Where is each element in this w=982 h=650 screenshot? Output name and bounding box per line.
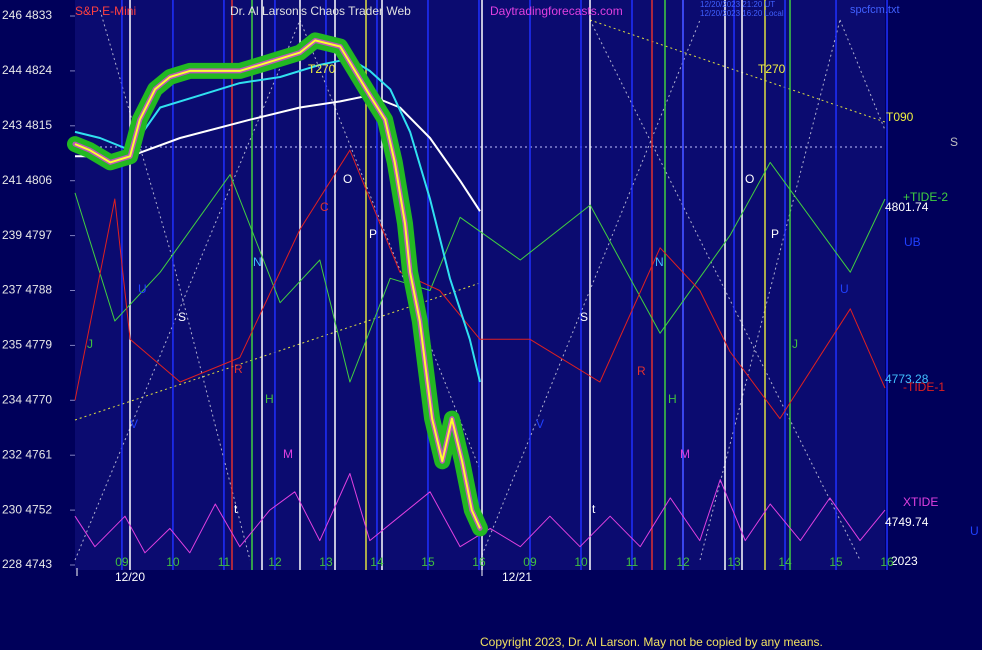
y-tick-label: 239 4797 [2,228,52,242]
annotation: J [87,337,93,351]
x-tick-label: 09 [115,555,129,569]
annotation: C [320,200,329,214]
annotation: U [970,524,979,538]
annotation: S [178,310,186,324]
annotation: T270 [308,62,336,76]
x-tick-label: 11 [626,555,639,569]
x-tick-label: 13 [727,555,741,569]
guide [99,9,251,561]
x-tick-label: 12 [268,555,282,569]
annotation: P [369,227,377,241]
x-tick-label: 13 [319,555,333,569]
annotation: t [592,502,596,516]
annotation: P [771,227,779,241]
annotation: U [138,282,147,296]
series-line [75,94,481,212]
x-tick-label: 16 [880,555,894,569]
plot-area [75,0,885,570]
annotation: t [234,502,238,516]
x-tick-label: 16 [472,555,486,569]
marks [67,0,888,570]
x-tick-label: 15 [421,555,435,569]
guide [299,19,481,471]
annotation: R [234,362,243,376]
site: Daytradingforecasts.com [490,4,623,18]
annotation: N [253,255,262,269]
annotation: N [655,255,664,269]
x-tick-label: 14 [778,555,792,569]
y-tick-label: 237 4788 [2,283,52,297]
series-line [74,39,481,529]
legend-entry: XTIDE [903,495,938,509]
file-name: spcfcm.txt [850,4,900,16]
legend-entry: -TIDE-1 [903,380,945,394]
y-tick-label: 235 4779 [2,338,52,352]
series-line [74,473,886,554]
x-tick-label: 11 [218,555,231,569]
annotation: S [950,135,958,149]
series-line [74,149,886,420]
annotation: V [536,417,544,431]
symbol: S&P E-Mini [75,4,136,18]
annotation: O [745,172,754,186]
x-tick-label: 10 [166,555,180,569]
annotation: R [637,364,646,378]
end-value: 4801.74 [885,200,929,214]
y-tick-label: 234 4770 [2,392,52,406]
x-tick-label: 15 [829,555,843,569]
date-label: 12/21 [502,570,532,584]
x-tick-label: 12 [676,555,690,569]
end-value: 4749.74 [885,515,929,529]
annotation: M [283,447,293,461]
y-tick-label: 246 4833 [2,8,52,22]
annotation: J [792,337,798,351]
annotation: O [343,172,352,186]
y-tick-label: 243 4815 [2,118,52,132]
copyright: Copyright 2023, Dr. Al Larson. May not b… [480,635,823,649]
timestamp: 12/20/2023 16:20 Local [700,9,784,18]
y-tick-label: 228 4743 [2,557,52,571]
x-tick-label: 09 [523,555,537,569]
annotation: H [265,392,274,406]
end-value: 4773.28 [885,372,929,386]
annotation: M [680,447,690,461]
timestamp: 12/20/2023 21:20 UT [700,0,775,9]
y-tick-label: 232 4761 [2,447,52,461]
annotation: S [580,310,588,324]
y-tick-label: 241 4806 [2,173,52,187]
year: 2023 [891,554,918,568]
series-line [74,161,886,383]
annotation: V [130,417,138,431]
y-tick-label: 244 4824 [2,63,52,77]
chart-title: Dr. Al Larson's Chaos Trader Web [230,4,411,18]
annotation: T270 [758,62,786,76]
x-tick-label: 10 [574,555,588,569]
annotation: U [840,282,849,296]
legend-entry: +TIDE-2 [903,190,948,204]
annotation: H [668,392,677,406]
x-tick-label: 14 [370,555,384,569]
annotation: T090 [886,110,914,124]
y-tick-label: 230 4752 [2,502,52,516]
date-label: 12/20 [115,570,145,584]
annotation: UB [904,235,921,249]
